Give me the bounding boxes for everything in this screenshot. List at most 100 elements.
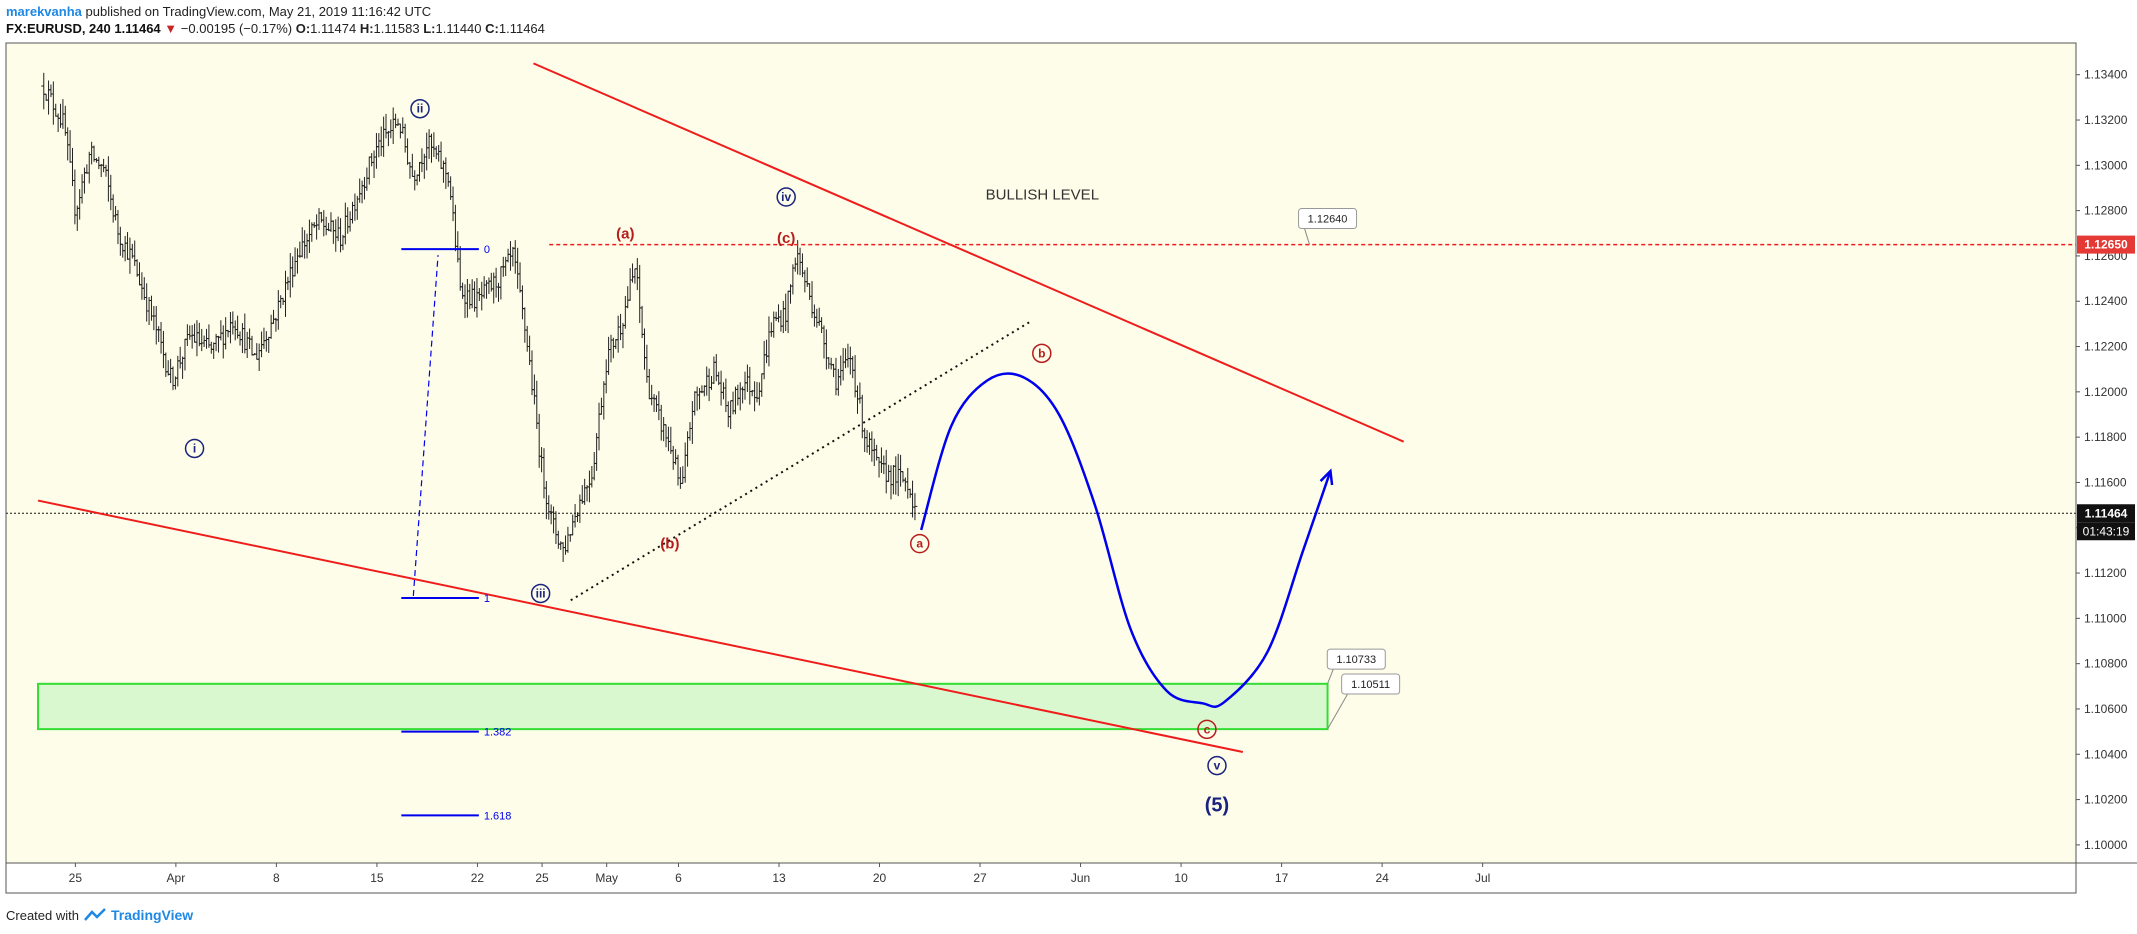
last-price: 1.11464 bbox=[114, 21, 161, 36]
zone-callout-label: 1.10733 bbox=[1336, 654, 1376, 666]
wave-label-i: i bbox=[193, 441, 196, 455]
drawings: BULLISH LEVEL 0 1 1.382 1.618 1.12640 1.10733 1… bbox=[6, 62, 2076, 822]
tradingview-logo-icon bbox=[84, 908, 106, 921]
target-zone-box bbox=[37, 682, 1329, 731]
y-tick-label: 1.12800 bbox=[2084, 204, 2128, 218]
y-tick-label: 1.12400 bbox=[2084, 294, 2128, 308]
y-tick-label: 1.12200 bbox=[2084, 340, 2128, 354]
y-tick-label: 1.11000 bbox=[2084, 611, 2127, 625]
close-value: 1.11464 bbox=[498, 21, 545, 36]
wave-label-a: a bbox=[916, 537, 923, 551]
current-price-badge bbox=[2077, 504, 2135, 523]
y-tick-label: 1.12000 bbox=[2084, 385, 2128, 399]
close-label: C: bbox=[485, 21, 499, 36]
fib-level-label: 1.382 bbox=[484, 727, 512, 739]
open-label: O: bbox=[295, 21, 311, 36]
x-tick-label: 10 bbox=[1174, 871, 1188, 885]
wave-label-b: b bbox=[1038, 346, 1045, 360]
projection-path bbox=[919, 372, 1332, 709]
wave-label-iv: iv bbox=[781, 190, 791, 204]
published-text: published on TradingView.com, May 21, 20… bbox=[85, 4, 432, 19]
change-down-icon: ▼ bbox=[164, 21, 178, 36]
fib-level-label: 0 bbox=[484, 244, 490, 256]
x-tick-label: 6 bbox=[675, 871, 682, 885]
zone-callout-label: 1.10511 bbox=[1351, 679, 1390, 691]
created-with-text: Created with bbox=[6, 907, 79, 923]
projection-arrow-icon bbox=[1319, 468, 1334, 486]
symbol-label: FX:EURUSD, 240 bbox=[6, 21, 111, 36]
x-tick-label: Apr bbox=[167, 871, 186, 885]
y-tick-label: 1.13200 bbox=[2084, 113, 2128, 127]
tradingview-brand[interactable]: TradingView bbox=[110, 907, 194, 923]
y-tick-label: 1.10200 bbox=[2084, 793, 2128, 807]
y-tick-label: 1.10800 bbox=[2084, 657, 2128, 671]
high-label: H: bbox=[359, 21, 374, 36]
time-axis[interactable] bbox=[6, 863, 2076, 893]
countdown-label: 01:43:19 bbox=[2083, 524, 2130, 538]
bullish-callout-label: 1.12640 bbox=[1308, 214, 1348, 226]
x-tick-label: 8 bbox=[273, 871, 280, 885]
countdown-badge bbox=[2077, 522, 2135, 541]
x-tick-label: 22 bbox=[471, 871, 485, 885]
fib-trend-line bbox=[412, 255, 439, 597]
chart-header: marekvanha published on TradingView.com,… bbox=[6, 3, 545, 37]
wave-iv-circle-icon bbox=[776, 187, 796, 207]
wave-v-circle-icon bbox=[1207, 755, 1227, 776]
target-zone bbox=[37, 682, 1329, 731]
bullish-callout-pointer bbox=[1304, 228, 1311, 245]
current-price-label: 1.11464 bbox=[2085, 506, 2128, 520]
bullish-price-badge bbox=[2077, 235, 2135, 254]
y-tick-label: 1.10000 bbox=[2084, 838, 2128, 852]
y-tick-label: 1.13000 bbox=[2084, 158, 2128, 172]
bullish-level-label: BULLISH LEVEL bbox=[986, 186, 1099, 203]
wave-label-iii: iii bbox=[536, 586, 546, 600]
open-value: 1.11474 bbox=[310, 21, 357, 36]
x-tick-label: 15 bbox=[370, 871, 384, 885]
chart-frame bbox=[5, 42, 2077, 894]
bullish-price-label: 1.12650 bbox=[2084, 238, 2128, 252]
price-axis[interactable] bbox=[2076, 43, 2137, 863]
wave-label-(c): (c) bbox=[777, 230, 795, 247]
zone-callout-pointer bbox=[1327, 668, 1334, 685]
high-value: 1.11583 bbox=[373, 21, 420, 36]
author-name[interactable]: marekvanha bbox=[6, 4, 82, 19]
x-tick-label: 17 bbox=[1275, 871, 1289, 885]
footer: Created with TradingView bbox=[6, 907, 193, 923]
zone-callout-box bbox=[1326, 648, 1386, 670]
bullish-callout-box bbox=[1298, 208, 1358, 230]
wave-i-circle-icon bbox=[184, 438, 205, 459]
wave-ii-circle-icon bbox=[410, 98, 430, 119]
wave-label-v: v bbox=[1214, 759, 1221, 773]
y-tick-label: 1.11200 bbox=[2084, 566, 2127, 580]
x-tick-label: 13 bbox=[772, 871, 786, 885]
x-tick-label: Jul bbox=[1475, 871, 1490, 885]
y-tick-label: 1.10400 bbox=[2084, 747, 2128, 761]
fib-level-label: 1.618 bbox=[484, 810, 512, 822]
x-tick-label: 20 bbox=[873, 871, 887, 885]
zone-callout-pointer bbox=[1327, 693, 1349, 730]
y-tick-label: 1.11600 bbox=[2084, 475, 2127, 489]
wave-label-c: c bbox=[1204, 722, 1211, 736]
wave-iii-circle-icon bbox=[530, 583, 551, 604]
lower-channel-line bbox=[37, 499, 1244, 753]
y-tick-label: 1.11800 bbox=[2084, 430, 2127, 444]
x-tick-label: Jun bbox=[1071, 871, 1090, 885]
x-tick-label: 24 bbox=[1375, 871, 1389, 885]
wave-a-circle-icon bbox=[909, 533, 930, 554]
x-tick-label: 27 bbox=[973, 871, 987, 885]
y-tick-label: 1.10600 bbox=[2084, 702, 2128, 716]
wave-label-(5): (5) bbox=[1205, 794, 1229, 816]
wave-label-(b): (b) bbox=[660, 536, 679, 553]
fib-level-label: 1 bbox=[484, 593, 490, 605]
low-value: 1.11440 bbox=[435, 21, 482, 36]
x-tick-label: 25 bbox=[535, 871, 549, 885]
upper-channel-line bbox=[533, 62, 1405, 443]
price-bars bbox=[41, 72, 918, 562]
wave-c-circle-icon bbox=[1197, 719, 1217, 740]
wave-b-circle-icon bbox=[1032, 343, 1052, 364]
plot-background bbox=[6, 43, 2076, 863]
wave-label-ii: ii bbox=[417, 102, 424, 116]
price-change: −0.00195 (−0.17%) bbox=[180, 21, 293, 36]
